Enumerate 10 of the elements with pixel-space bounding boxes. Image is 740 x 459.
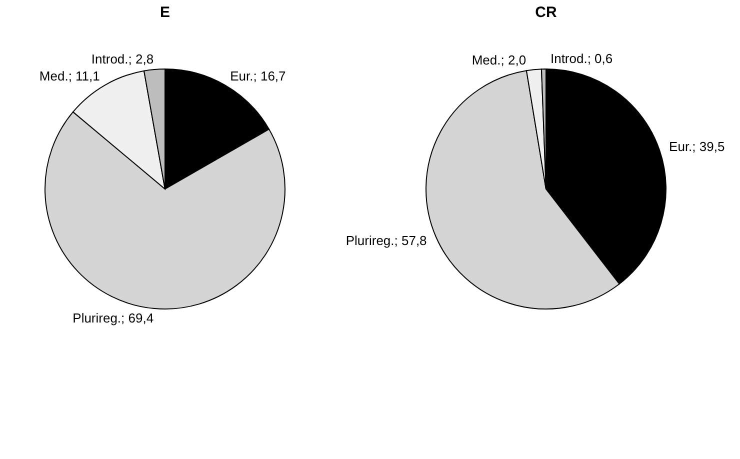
slice-label: Plurireg.; 57,8	[346, 232, 427, 248]
slice-label: Eur.; 39,5	[669, 139, 725, 154]
slice-label: Med.; 11,1	[39, 68, 100, 84]
slice-label: Med.; 2,0	[472, 52, 526, 68]
slice-label: Eur.; 16,7	[230, 68, 286, 84]
chart-title: CR	[535, 4, 557, 21]
chart-title: E	[160, 4, 170, 21]
slice-label: Plurireg.; 69,4	[72, 310, 154, 326]
slice-label: Introd.; 2,8	[91, 52, 154, 67]
slice-label: Introd.; 0,6	[550, 51, 613, 66]
